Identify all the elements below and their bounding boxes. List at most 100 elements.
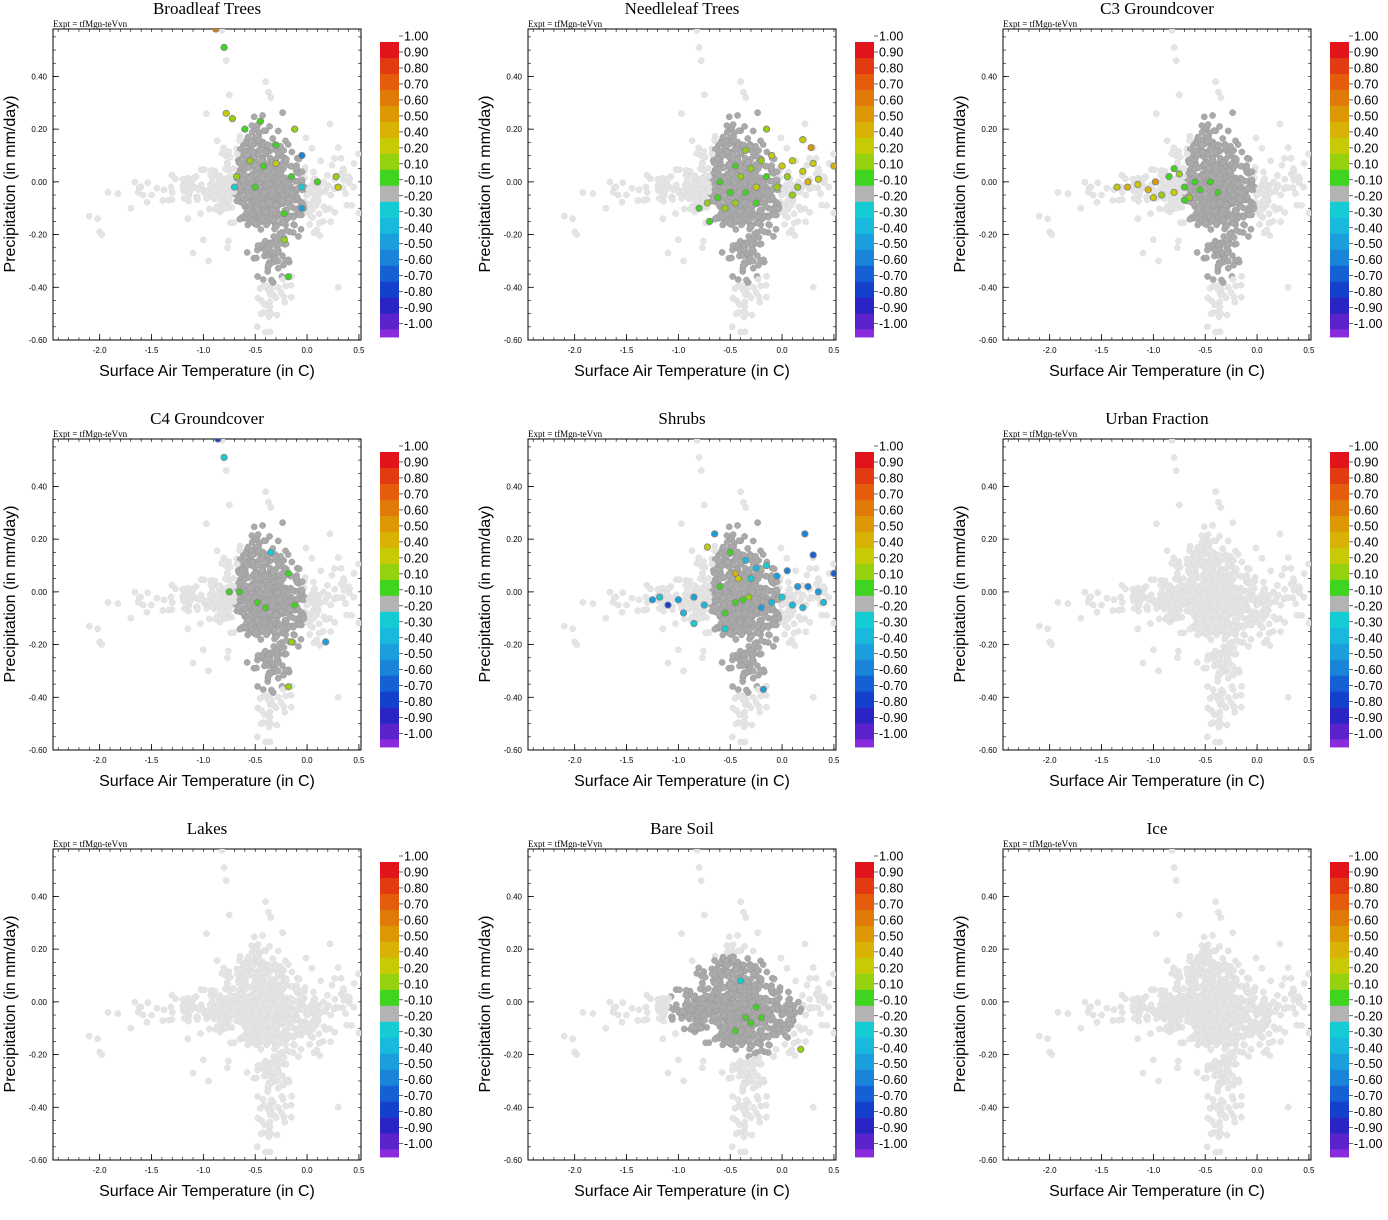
scatter-point-inactive xyxy=(128,615,134,621)
scatter-point-active xyxy=(724,122,730,128)
scatter-point-active xyxy=(275,258,281,264)
scatter-point-active xyxy=(299,177,305,183)
scatter-point-active xyxy=(253,255,259,261)
scatter-point-active xyxy=(743,277,749,283)
scatter-point-active xyxy=(275,151,281,157)
colorbar-swatch xyxy=(855,314,874,330)
scatter-point-colored xyxy=(233,173,239,179)
y-axis-label: Precipitation (in mm/day) xyxy=(477,506,494,683)
scatter-point-active xyxy=(245,617,251,623)
scatter-point-active xyxy=(1230,214,1236,220)
colorbar-swatch xyxy=(855,170,874,186)
scatter-point-inactive xyxy=(181,195,187,201)
expt-label: Expt = tfMgn-teVvn xyxy=(528,19,603,29)
scatter-point-active xyxy=(746,218,752,224)
scatter-point-active xyxy=(275,538,281,544)
scatter-point-inactive xyxy=(258,721,264,727)
scatter-point-colored xyxy=(299,152,305,158)
scatter-point-inactive xyxy=(796,204,802,210)
colorbar-label: -0.30 xyxy=(879,205,908,219)
scatter-point-active xyxy=(291,222,297,228)
x-axis-label: Surface Air Temperature (in C) xyxy=(574,773,790,790)
scatter-point-inactive xyxy=(1282,176,1288,182)
y-tick-label: -0.60 xyxy=(29,746,48,755)
scatter-point-active xyxy=(1194,152,1200,158)
scatter-point-inactive xyxy=(86,213,92,219)
scatter-point-colored xyxy=(260,163,266,169)
scatter-point-active xyxy=(741,181,747,187)
y-tick-label: 0.20 xyxy=(31,535,47,544)
scatter-point-active xyxy=(261,538,267,544)
panel-title: Needleleaf Trees xyxy=(625,0,740,18)
scatter-point-inactive xyxy=(810,185,816,191)
scatter-point-inactive xyxy=(321,204,327,210)
scatter-point-inactive xyxy=(1292,191,1298,197)
x-tick-label: -1.5 xyxy=(620,346,634,355)
scatter-point-inactive xyxy=(1186,137,1192,143)
scatter-point-colored xyxy=(1166,173,1172,179)
scatter-point-inactive xyxy=(619,199,625,205)
scatter-point-inactive xyxy=(172,586,178,592)
scatter-point-inactive xyxy=(316,630,322,636)
colorbar-label: -0.40 xyxy=(879,221,908,235)
colorbar-label: 0.20 xyxy=(404,551,428,565)
scatter-point-inactive xyxy=(288,692,294,698)
scatter-point-inactive xyxy=(1261,187,1267,193)
scatter-point-inactive xyxy=(99,641,105,647)
scatter-point-inactive xyxy=(665,176,671,182)
scatter-point-active xyxy=(283,651,289,657)
scatter-point-inactive xyxy=(218,609,224,615)
scatter-point-inactive xyxy=(262,329,268,335)
scatter-point-inactive xyxy=(1158,172,1164,178)
scatter-point-inactive xyxy=(749,312,755,318)
scatter-point-active xyxy=(255,617,261,623)
scatter-point-inactive xyxy=(1290,166,1296,172)
colorbar-label: 0.10 xyxy=(404,567,428,581)
scatter-point-active xyxy=(270,569,276,575)
scatter-point-colored xyxy=(743,189,749,195)
scatter-point-inactive xyxy=(160,197,166,203)
scatter-point-active xyxy=(270,617,276,623)
colorbar-swatch xyxy=(380,266,399,282)
scatter-point-active xyxy=(267,199,273,205)
scatter-point-colored xyxy=(1145,187,1151,193)
scatter-point-active xyxy=(774,169,780,175)
colorbar-label: 0.20 xyxy=(1354,141,1378,155)
scatter-point-active xyxy=(259,626,265,632)
scatter-point-active xyxy=(285,141,291,147)
scatter-point-inactive xyxy=(172,176,178,182)
scatter-point-colored xyxy=(800,136,806,142)
scatter-point-active xyxy=(752,231,758,237)
scatter-point-inactive xyxy=(1272,189,1278,195)
scatter-point-inactive xyxy=(690,186,696,192)
scatter-point-inactive xyxy=(225,602,231,608)
scatter-point-active xyxy=(254,683,260,689)
scatter-point-inactive xyxy=(1150,237,1156,243)
scatter-point-inactive xyxy=(590,191,596,197)
scatter-point-inactive xyxy=(699,655,705,661)
scatter-point-inactive xyxy=(1151,167,1157,173)
colorbar-label: 0.80 xyxy=(1354,61,1378,75)
scatter-point-active xyxy=(261,190,267,196)
y-tick-label: 0.40 xyxy=(31,72,47,81)
scatter-point-inactive xyxy=(94,626,100,632)
scatter-point-inactive xyxy=(236,137,242,143)
scatter-point-inactive xyxy=(1278,192,1284,198)
scatter-point-inactive xyxy=(1239,273,1245,279)
scatter-point-active xyxy=(275,128,281,134)
scatter-point-active xyxy=(730,243,736,249)
expt-label: Expt = tfMgn-teVvn xyxy=(53,429,128,439)
scatter-point-inactive xyxy=(694,27,700,33)
scatter-point-active xyxy=(259,522,265,528)
scatter-point-inactive xyxy=(603,205,609,211)
y-tick-label: -0.60 xyxy=(29,336,48,345)
scatter-point-colored xyxy=(1171,165,1177,171)
scatter-point-inactive xyxy=(355,561,361,567)
scatter-point-active xyxy=(755,214,761,220)
scatter-point-inactive xyxy=(1218,94,1224,100)
y-tick-label: -0.20 xyxy=(504,641,523,650)
scatter-point-active xyxy=(244,659,250,665)
scatter-point-active xyxy=(1199,142,1205,148)
scatter-point-colored xyxy=(808,144,814,150)
